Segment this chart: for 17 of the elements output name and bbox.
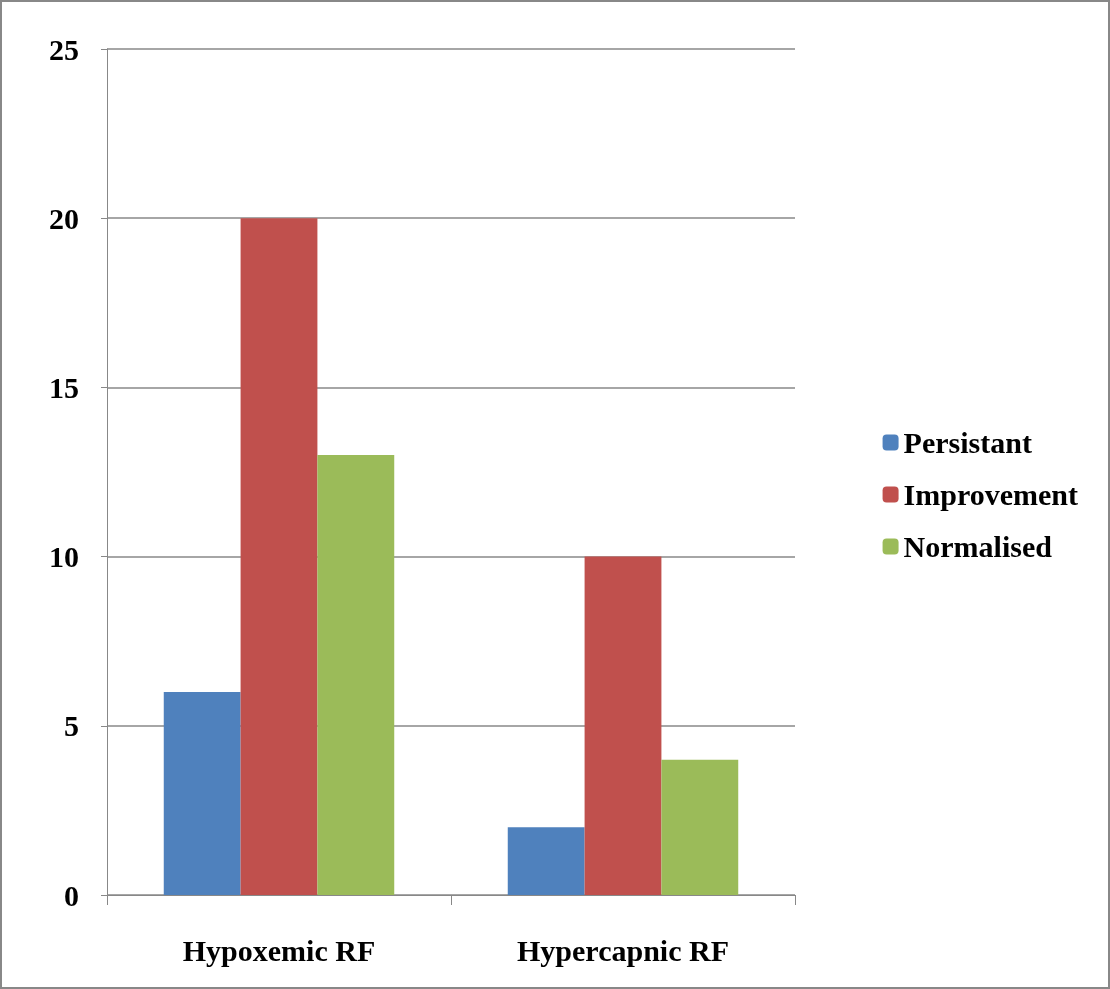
bar — [584, 556, 662, 895]
legend-label: Improvement — [903, 478, 1079, 511]
y-tick-label: 25 — [49, 32, 79, 66]
bar — [240, 218, 318, 895]
x-tick-label: Hypoxemic RF — [182, 933, 376, 967]
legend-label: Persistant — [903, 426, 1032, 459]
y-tick-label: 20 — [49, 201, 79, 235]
x-tick-label: Hypercapnic RF — [517, 933, 729, 967]
bar — [317, 455, 395, 895]
y-tick-label: 10 — [49, 540, 79, 574]
bar — [163, 691, 241, 895]
bar — [507, 827, 585, 895]
bar — [661, 759, 739, 895]
y-tick-label: 0 — [64, 878, 79, 912]
y-tick-label: 15 — [49, 370, 79, 404]
y-tick-label: 5 — [64, 709, 79, 743]
legend-label: Normalised — [903, 530, 1053, 563]
